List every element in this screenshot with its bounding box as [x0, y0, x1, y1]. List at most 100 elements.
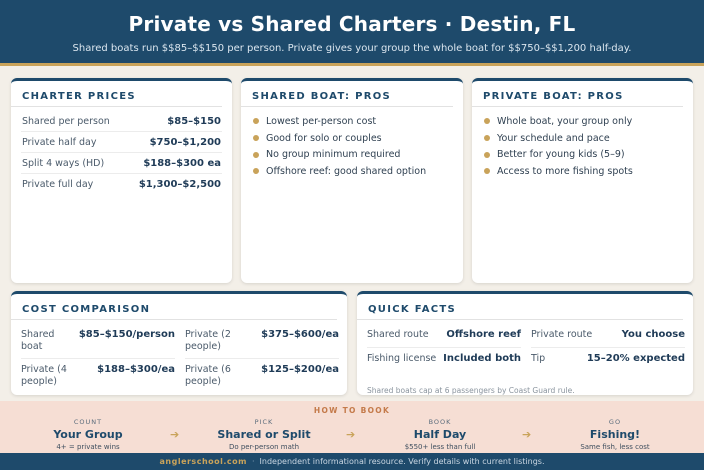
comparison-cell: Private (6 people) $125–$200/ea: [185, 359, 339, 394]
fact-label: Shared route: [367, 329, 429, 340]
footer-separator: ·: [251, 457, 255, 466]
step-title: Your Group: [53, 428, 123, 441]
fact-value: You choose: [621, 329, 685, 340]
arrow-right-icon: ➔: [522, 428, 532, 441]
footer-text: Independent informational resource. Veri…: [259, 457, 545, 466]
step-kicker: COUNT: [73, 418, 103, 426]
fact-label: Fishing license: [367, 353, 437, 364]
step-title: Half Day: [413, 428, 467, 441]
step-title: Shared or Split: [217, 428, 311, 441]
step-kicker: BOOK: [428, 418, 452, 426]
comparison-value: $85–$150/person: [78, 329, 175, 340]
step-subtitle: 4+ = private wins: [56, 443, 120, 451]
list-item-text: Good for solo or couples: [266, 132, 382, 144]
list-item-text: Your schedule and pace: [497, 132, 610, 144]
step-subtitle: Do per-person math: [228, 443, 300, 451]
page-footer: anglerschool.com · Independent information…: [0, 453, 704, 470]
list-item: Offshore reef: good shared option: [253, 163, 463, 180]
bullet-dot-icon: [253, 168, 259, 175]
list-item-text: Access to more fishing spots: [497, 165, 633, 177]
comparison-value: $125–$200/ea: [261, 364, 339, 375]
price-label: Split 4 ways (HD): [22, 157, 105, 169]
comparison-value: $375–$600/ea: [261, 329, 339, 340]
bullet-dot-icon: [253, 135, 259, 142]
fact-label: Private route: [531, 329, 593, 340]
fact-cell: Fishing license Included both: [367, 348, 521, 384]
shared-pros-list: Lowest per-person cost Good for solo or …: [253, 113, 463, 180]
price-label: Private half day: [22, 136, 97, 148]
charter-prices-title: CHARTER PRICES: [11, 81, 222, 107]
step-subtitle: $550+ less than full: [404, 443, 476, 451]
step-title: Fishing!: [589, 428, 641, 441]
bullet-dot-icon: [484, 118, 490, 125]
fact-value: 15–20% expected: [586, 353, 685, 364]
footer-site-link[interactable]: anglerschool.com: [159, 457, 247, 466]
list-item-text: Lowest per-person cost: [266, 115, 377, 127]
list-item-text: Whole boat, your group only: [497, 115, 633, 127]
bullet-dot-icon: [253, 151, 259, 158]
how-to-book-title: HOW TO BOOK: [313, 406, 391, 415]
fact-value: Included both: [443, 353, 521, 364]
comparison-label: Private (6 people): [185, 364, 231, 387]
cost-comparison-grid: Shared boat $85–$150/person Private (2 p…: [21, 324, 339, 394]
comparison-label: Private (2 people): [185, 329, 231, 352]
private-pros-title: PRIVATE BOAT: PROS: [472, 81, 683, 107]
price-row: Private full day $1,300–$2,500: [21, 174, 222, 195]
comparison-label: Private (4 people): [21, 364, 67, 387]
list-item-text: No group minimum required: [266, 149, 401, 161]
list-item: Better for young kids (5–9): [484, 146, 693, 163]
private-pros-card: PRIVATE BOAT: PROS Whole boat, your grou…: [472, 78, 693, 283]
shared-pros-title: SHARED BOAT: PROS: [241, 81, 453, 107]
book-step: BOOK Half Day $550+ less than full: [370, 418, 510, 451]
quick-facts-grid: Shared route Offshore reef Private route…: [367, 324, 685, 384]
list-item: Access to more fishing spots: [484, 163, 693, 180]
fact-cell: Tip 15–20% expected: [531, 348, 685, 384]
list-item-text: Offshore reef: good shared option: [266, 165, 427, 177]
arrow-right-icon: ➔: [346, 428, 356, 441]
price-label: Shared per person: [22, 115, 110, 127]
private-pros-list: Whole boat, your group only Your schedul…: [484, 113, 693, 180]
charter-prices-card: CHARTER PRICES Shared per person $85–$15…: [11, 78, 232, 283]
list-item: Good for solo or couples: [253, 130, 463, 147]
book-step: GO Fishing! Same fish, less cost: [545, 418, 685, 451]
how-to-book-band: HOW TO BOOK COUNT Your Group 4+ = privat…: [0, 401, 704, 453]
comparison-label: Shared boat: [21, 329, 55, 352]
comparison-cell: Private (4 people) $188–$300/ea: [21, 359, 175, 394]
quick-facts-note: Shared boats cap at 6 passengers by Coas…: [367, 386, 575, 395]
bullet-dot-icon: [253, 118, 259, 125]
step-kicker: GO: [608, 418, 622, 426]
cost-comparison-title: COST COMPARISON: [11, 294, 337, 320]
fact-label: Tip: [531, 353, 546, 364]
price-row: Split 4 ways (HD) $188–$300 ea: [21, 153, 222, 174]
price-value: $188–$300 ea: [143, 157, 221, 169]
price-row: Shared per person $85–$150: [21, 111, 222, 132]
bullet-dot-icon: [484, 168, 490, 175]
shared-pros-card: SHARED BOAT: PROS Lowest per-person cost…: [241, 78, 463, 283]
bullet-dot-icon: [484, 135, 490, 142]
list-item: No group minimum required: [253, 146, 463, 163]
list-item: Your schedule and pace: [484, 130, 693, 147]
quick-facts-title: QUICK FACTS: [357, 294, 683, 320]
list-item: Lowest per-person cost: [253, 113, 463, 130]
step-subtitle: Same fish, less cost: [580, 443, 650, 451]
quick-facts-card: QUICK FACTS Shared route Offshore reef P…: [357, 291, 693, 395]
book-step: PICK Shared or Split Do per-person math: [194, 418, 334, 451]
comparison-value: $188–$300/ea: [97, 364, 175, 375]
comparison-cell: Shared boat $85–$150/person: [21, 324, 175, 359]
price-label: Private full day: [22, 179, 94, 190]
arrow-right-icon: ➔: [170, 428, 180, 441]
list-item: Whole boat, your group only: [484, 113, 693, 130]
book-step: COUNT Your Group 4+ = private wins: [18, 418, 158, 451]
fact-cell: Private route You choose: [531, 324, 685, 348]
price-value: $85–$150: [167, 115, 221, 127]
price-row: Private half day $750–$1,200: [21, 132, 222, 153]
page-header: Private vs Shared Charters · Destin, FL …: [0, 0, 704, 66]
bullet-dot-icon: [484, 151, 490, 158]
comparison-cell: Private (2 people) $375–$600/ea: [185, 324, 339, 359]
fact-value: Offshore reef: [446, 329, 521, 340]
page-subtitle: Shared boats run $$85–$$150 per person. …: [72, 43, 632, 54]
fact-cell: Shared route Offshore reef: [367, 324, 521, 348]
page-title: Private vs Shared Charters · Destin, FL: [128, 12, 576, 36]
step-kicker: PICK: [254, 418, 274, 426]
price-value: $1,300–$2,500: [138, 179, 221, 190]
